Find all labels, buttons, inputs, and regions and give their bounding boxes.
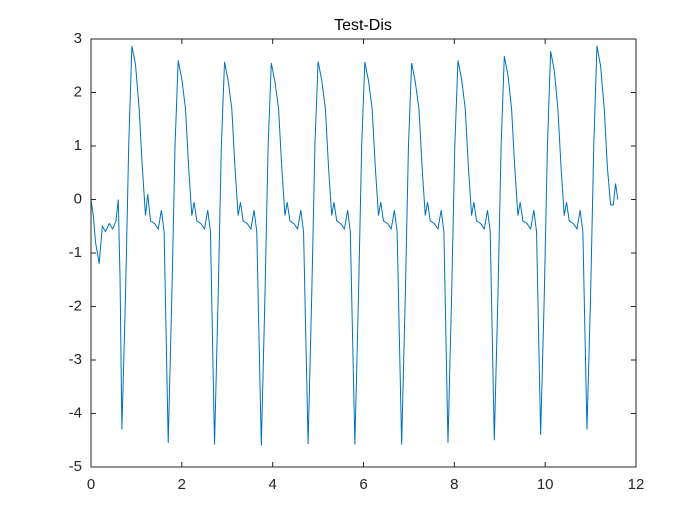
y-tick-label: 3	[74, 30, 82, 47]
x-tick-label: 8	[450, 476, 458, 493]
y-tick-label: 0	[74, 190, 82, 207]
x-tick-label: 2	[178, 476, 186, 493]
x-tick-label: 6	[359, 476, 367, 493]
y-tick-label: 1	[74, 137, 82, 154]
data-line	[90, 45, 619, 446]
x-tick-label: 0	[87, 476, 95, 493]
y-tick-label: 2	[74, 83, 82, 100]
y-tick-label: -2	[69, 297, 82, 314]
chart-title: Test-Dis	[334, 17, 392, 34]
y-tick-label: -5	[69, 458, 82, 475]
x-tick-label: 12	[628, 476, 645, 493]
x-tick-label: 4	[268, 476, 276, 493]
y-tick-label: -4	[69, 404, 82, 421]
y-tick-label: -3	[69, 351, 82, 368]
x-tick-label: 10	[537, 476, 554, 493]
y-tick-label: -1	[69, 244, 82, 261]
